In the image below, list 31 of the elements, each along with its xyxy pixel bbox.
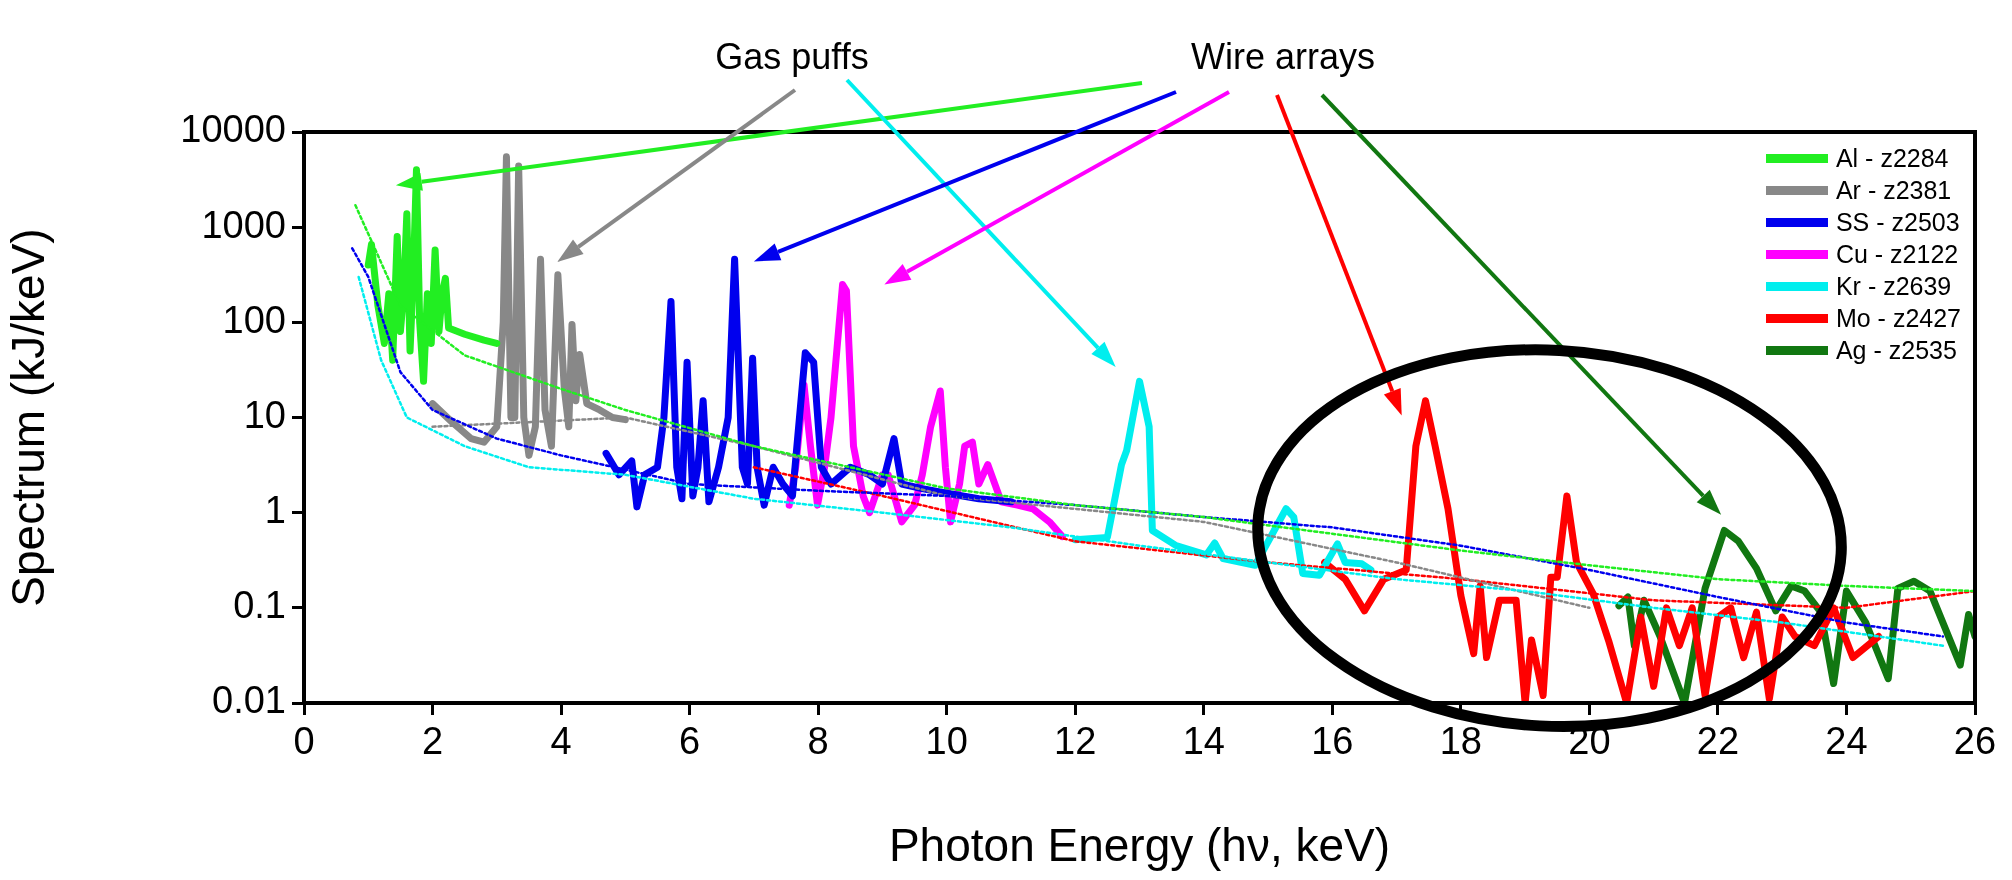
legend-label: Al - z2284	[1835, 143, 1949, 174]
x-tick-label: 22	[1696, 720, 1740, 763]
x-tick-label: 10	[925, 720, 968, 763]
x-tick-label: 16	[1311, 720, 1354, 763]
legend-label: Cu - z2122	[1835, 239, 1959, 270]
x-tick-label: 18	[1439, 720, 1482, 763]
legend-label: Ag - z2535	[1835, 335, 1957, 366]
x-tick-label: 26	[1953, 720, 1997, 763]
x-tick-label: 0	[293, 720, 315, 763]
legend-label: Mo - z2427	[1835, 303, 1961, 334]
y-tick-label: 100	[222, 298, 286, 341]
y-tick-label: 0.01	[212, 679, 286, 722]
y-axis-title: Spectrum (kJ/keV)	[2, 228, 55, 607]
x-tick-label: 2	[421, 720, 444, 763]
legend-label: Ar - z2381	[1835, 175, 1952, 206]
legend-label: SS - z2503	[1835, 207, 1960, 238]
text: Gas puffs	[715, 36, 869, 78]
y-tick-label: 10000	[180, 108, 286, 151]
x-axis-title: Photon Energy (hν, keV)	[888, 819, 1391, 872]
text: Wire arrays	[1190, 36, 1376, 78]
x-tick-label: 6	[679, 720, 701, 763]
x-tick-label: 4	[550, 720, 572, 763]
y-tick-label: 1	[264, 489, 286, 532]
y-tick-label: 10	[243, 393, 286, 436]
x-tick-label: 14	[1182, 720, 1225, 763]
y-tick-label: 0.1	[233, 584, 286, 627]
x-tick-label: 24	[1825, 720, 1868, 763]
x-tick-label: 12	[1054, 720, 1097, 763]
legend-label: Kr - z2639	[1835, 271, 1952, 302]
y-tick-label: 1000	[201, 203, 286, 246]
x-tick-label: 8	[807, 720, 829, 763]
